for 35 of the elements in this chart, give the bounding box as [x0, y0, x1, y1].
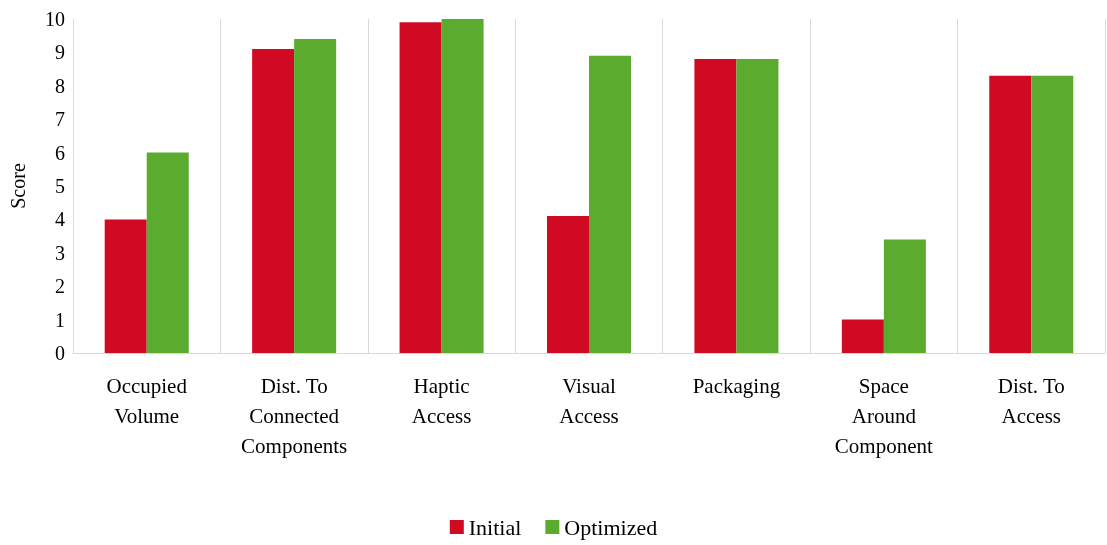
- bar: [441, 19, 484, 353]
- y-axis-title: Score: [7, 163, 29, 209]
- y-tick-label: 0: [55, 342, 65, 364]
- legend-label: Initial: [468, 514, 522, 540]
- y-tick-label: 5: [55, 175, 65, 197]
- bar: [841, 319, 884, 353]
- y-tick-label: 1: [55, 308, 65, 331]
- bar: [1031, 75, 1074, 353]
- y-tick-label: 6: [55, 141, 65, 164]
- bar: [989, 75, 1032, 353]
- y-tick-label: 8: [55, 74, 65, 97]
- y-tick-label: 4: [55, 208, 65, 231]
- bar: [694, 59, 737, 353]
- bar: [146, 152, 189, 353]
- x-tick-label: Dist. To Connected Components: [241, 374, 348, 458]
- x-tick-label: Visual Access: [559, 374, 619, 428]
- x-tick-label: Haptic Access: [411, 374, 472, 428]
- x-tick-label: Dist. To Access: [997, 374, 1065, 428]
- x-tick-label: Space Around Component: [834, 374, 934, 458]
- y-tick-label: 2: [55, 275, 65, 298]
- y-tick-label: 10: [45, 8, 65, 30]
- bar: [252, 49, 295, 353]
- bar: [294, 39, 337, 353]
- bar: [589, 55, 632, 353]
- legend-label: Optimized: [564, 514, 658, 540]
- bar: [546, 216, 589, 353]
- x-tick-label: Packaging: [692, 374, 781, 398]
- bar: [883, 239, 926, 353]
- y-tick-label: 7: [55, 108, 65, 131]
- y-tick-label: 9: [55, 41, 65, 64]
- x-tick-label: Occupied Volume: [106, 374, 188, 428]
- bar: [104, 219, 147, 353]
- bar: [399, 22, 442, 353]
- bar: [736, 59, 779, 353]
- y-tick-label: 3: [55, 241, 65, 264]
